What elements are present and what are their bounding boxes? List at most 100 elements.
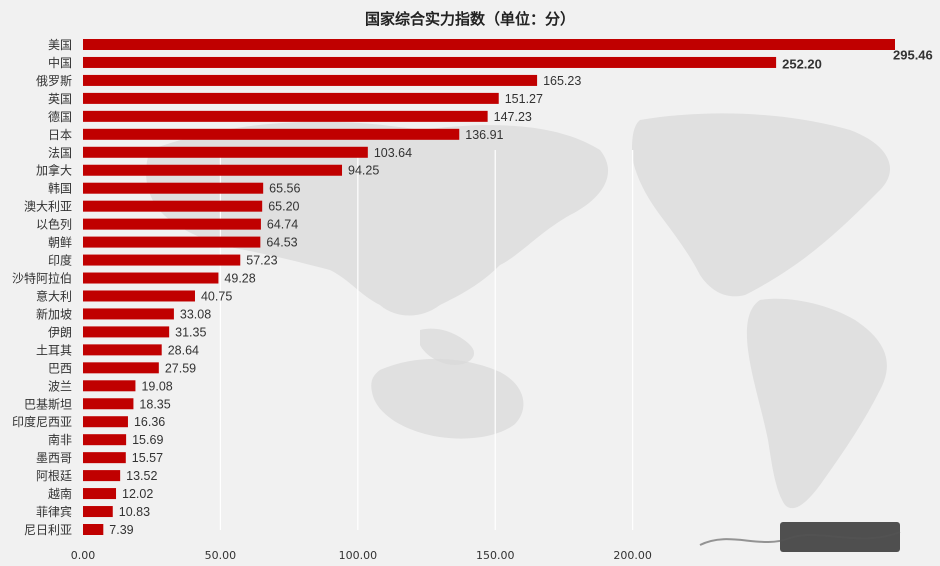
category-labels: 美国中国俄罗斯英国德国日本法国加拿大韩国澳大利亚以色列朝鲜印度沙特阿拉伯意大利新… [12, 38, 72, 537]
category-label-0: 美国 [48, 38, 72, 52]
value-label-8: 65.56 [269, 182, 300, 196]
bar-26 [83, 506, 113, 518]
bar-18 [83, 362, 159, 374]
value-label-3: 151.27 [505, 92, 543, 106]
bar-24 [83, 470, 121, 482]
category-label-4: 德国 [48, 109, 72, 124]
australia-shape [371, 358, 524, 439]
bar-4 [83, 110, 488, 122]
category-label-24: 阿根廷 [36, 469, 72, 483]
value-label-19: 19.08 [141, 379, 172, 393]
category-label-5: 日本 [48, 128, 72, 142]
bar-10 [83, 218, 261, 230]
bar-12 [83, 254, 241, 266]
value-label-18: 27.59 [165, 361, 196, 375]
bar-6 [83, 146, 368, 158]
x-tick-label-3: 150.00 [476, 549, 515, 562]
bar-13 [83, 272, 219, 284]
x-axis: 0.00 50.00 100.00 150.00 200.00 [71, 549, 652, 562]
bar-22 [83, 434, 127, 446]
grid-lines [219, 150, 634, 530]
bar-16 [83, 326, 170, 338]
value-label-20: 18.35 [139, 397, 170, 411]
bar-25 [83, 488, 117, 500]
bar-15 [83, 308, 174, 320]
value-label-4: 147.23 [494, 110, 532, 124]
category-label-3: 英国 [48, 92, 72, 106]
category-label-16: 伊朗 [48, 325, 72, 339]
value-label-17: 28.64 [168, 343, 199, 357]
value-label-25: 12.02 [122, 487, 153, 501]
category-label-25: 越南 [48, 486, 72, 501]
category-label-18: 巴西 [48, 361, 72, 375]
x-tick-label-4: 200.00 [613, 549, 652, 562]
value-label-12: 57.23 [246, 254, 277, 268]
bar-1 [83, 56, 777, 68]
value-label-27: 7.39 [109, 523, 133, 537]
category-label-15: 新加坡 [36, 306, 72, 321]
value-label-24: 13.52 [126, 469, 157, 483]
value-label-6: 103.64 [374, 146, 412, 160]
bar-5 [83, 128, 460, 140]
category-label-10: 以色列 [36, 218, 72, 232]
category-label-8: 韩国 [48, 181, 72, 196]
value-label-14: 40.75 [201, 289, 232, 303]
category-label-13: 沙特阿拉伯 [12, 271, 72, 286]
bar-27 [83, 524, 104, 535]
bar-19 [83, 380, 136, 392]
bar-group [83, 39, 895, 535]
category-label-19: 波兰 [48, 379, 72, 393]
value-label-23: 15.57 [132, 451, 163, 465]
x-tick-label-1: 50.00 [205, 549, 237, 562]
watermark-stroke [699, 531, 901, 546]
category-label-11: 朝鲜 [48, 236, 72, 250]
value-label-22: 15.69 [132, 433, 163, 447]
watermark-scribble [699, 522, 901, 552]
category-label-21: 印度尼西亚 [12, 414, 72, 429]
value-label-21: 16.36 [134, 415, 165, 429]
bar-8 [83, 182, 264, 194]
category-label-12: 印度 [48, 253, 72, 268]
bar-3 [83, 92, 499, 104]
value-label-7: 94.25 [348, 164, 379, 178]
chart-title: 国家综合实力指数（单位：分） [365, 10, 575, 28]
bar-7 [83, 164, 343, 176]
bar-2 [83, 74, 538, 86]
value-label-13: 49.28 [224, 272, 255, 286]
bar-23 [83, 452, 126, 464]
category-label-9: 澳大利亚 [24, 200, 72, 214]
category-label-26: 菲律宾 [36, 504, 72, 519]
bar-0 [83, 39, 895, 50]
category-label-23: 墨西哥 [36, 451, 72, 465]
value-label-11: 64.53 [266, 236, 297, 250]
north-america-shape [632, 113, 890, 297]
x-tick-label-0: 0.00 [71, 549, 96, 562]
value-label-10: 64.74 [267, 218, 298, 232]
value-label-26: 10.83 [119, 505, 150, 519]
southeast-asia-shape [420, 328, 475, 365]
value-label-0: 295.46 [893, 48, 933, 63]
category-label-14: 意大利 [36, 288, 72, 303]
value-label-16: 31.35 [175, 325, 206, 339]
bar-17 [83, 344, 162, 356]
value-label-2: 165.23 [543, 74, 581, 88]
bar-11 [83, 236, 261, 248]
value-label-9: 65.20 [268, 200, 299, 214]
bar-20 [83, 398, 134, 410]
category-label-20: 巴基斯坦 [24, 397, 72, 411]
category-label-7: 加拿大 [36, 163, 72, 178]
category-label-6: 法国 [48, 146, 72, 160]
bar-14 [83, 290, 195, 302]
category-label-27: 尼日利亚 [24, 523, 72, 537]
category-label-2: 俄罗斯 [36, 74, 72, 88]
category-label-22: 南非 [48, 432, 72, 447]
category-label-17: 土耳其 [36, 343, 72, 357]
south-america-shape [746, 298, 887, 509]
value-label-15: 33.08 [180, 307, 211, 321]
category-label-1: 中国 [48, 55, 72, 70]
value-label-1: 252.20 [782, 56, 822, 71]
value-label-5: 136.91 [465, 128, 503, 142]
